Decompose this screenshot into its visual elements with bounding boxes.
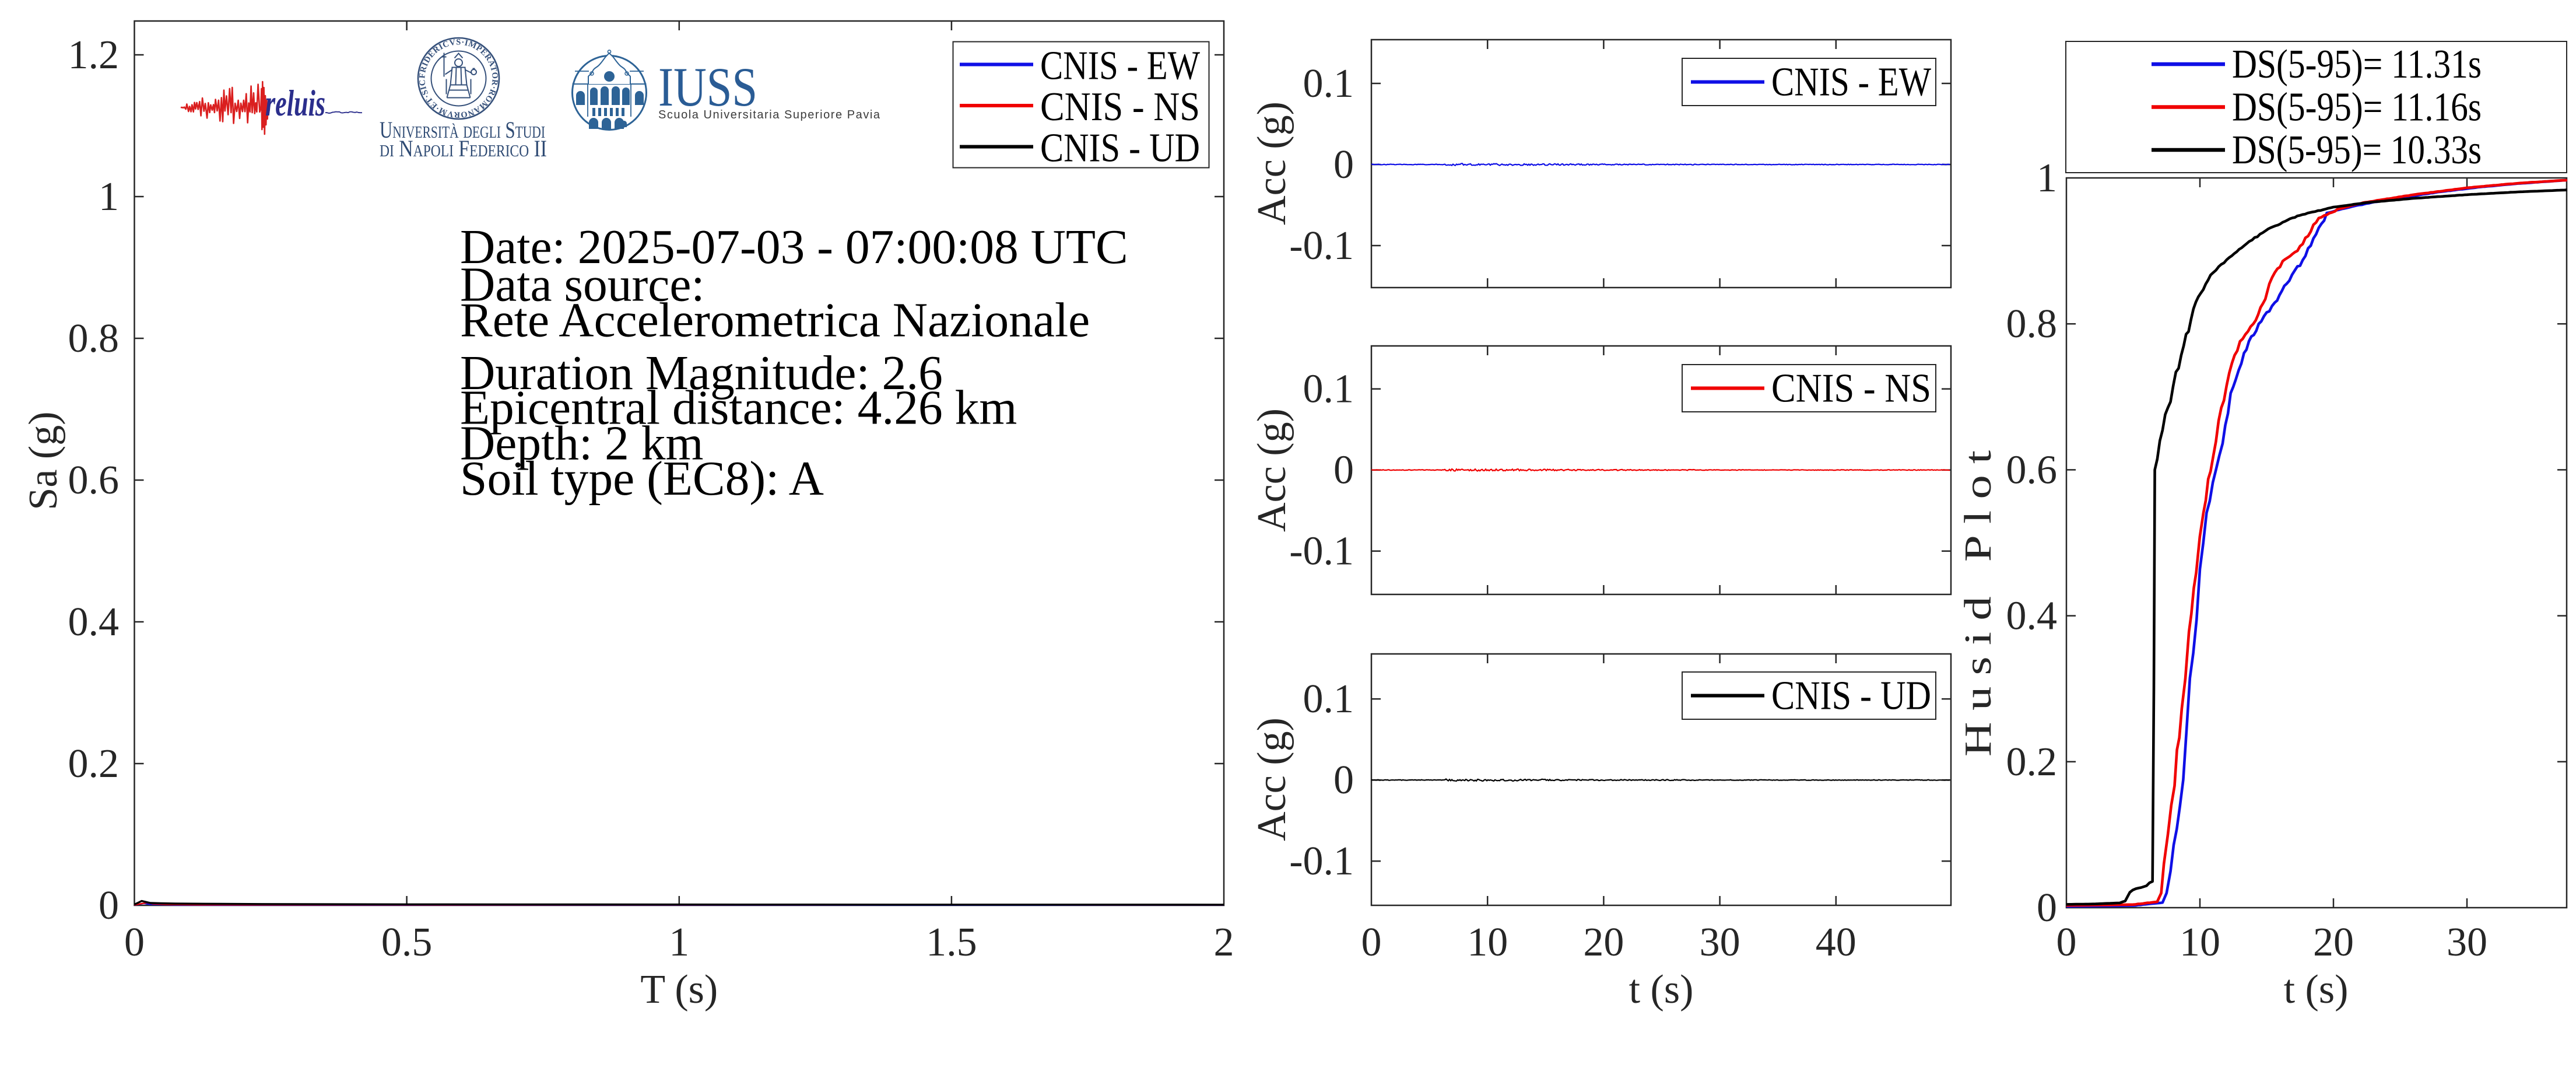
svg-text:0.2: 0.2 — [2006, 740, 2058, 785]
svg-text:IUSS: IUSS — [658, 56, 757, 118]
svg-text:t (s): t (s) — [1629, 967, 1694, 1012]
svg-text:Soil type (EC8): A: Soil type (EC8): A — [460, 452, 824, 506]
svg-text:1: 1 — [669, 920, 689, 965]
svg-text:40: 40 — [1816, 920, 1856, 965]
svg-text:di Napoli Federico II: di Napoli Federico II — [380, 135, 547, 162]
svg-text:Date: 2025-07-03 - 07:00:08 UT: Date: 2025-07-03 - 07:00:08 UTC — [460, 220, 1128, 274]
svg-text:Rete Accelerometrica Nazionale: Rete Accelerometrica Nazionale — [460, 294, 1090, 348]
svg-text:Sa (g): Sa (g) — [21, 411, 66, 510]
svg-text:t (s): t (s) — [2284, 967, 2349, 1012]
svg-text:-0.1: -0.1 — [1289, 839, 1354, 884]
svg-text:Scuola Universitaria Superiore: Scuola Universitaria Superiore Pavia — [658, 108, 880, 121]
svg-text:0.4: 0.4 — [2006, 594, 2058, 639]
svg-text:0.4: 0.4 — [68, 600, 120, 645]
svg-text:0: 0 — [1333, 758, 1354, 803]
svg-text:0.1: 0.1 — [1303, 61, 1354, 106]
svg-text:DS(5-95)= 11.31s: DS(5-95)= 11.31s — [2232, 42, 2482, 87]
svg-text:Husid Plot: Husid Plot — [1957, 439, 1999, 757]
svg-text:Depth: 2 km: Depth: 2 km — [460, 416, 703, 470]
svg-text:DS(5-95)= 10.33s: DS(5-95)= 10.33s — [2232, 128, 2482, 173]
svg-text:30: 30 — [1700, 920, 1740, 965]
svg-text:2: 2 — [1214, 920, 1234, 965]
svg-text:10: 10 — [1467, 920, 1508, 965]
svg-text:Acc (g): Acc (g) — [1250, 718, 1294, 841]
svg-text:0: 0 — [1333, 448, 1354, 493]
svg-text:CNIS - UD: CNIS - UD — [1771, 674, 1931, 719]
svg-text:-0.1: -0.1 — [1289, 223, 1354, 268]
svg-text:0.6: 0.6 — [2006, 447, 2058, 492]
svg-text:1: 1 — [2037, 156, 2057, 201]
svg-text:Duration Magnitude: 2.6: Duration Magnitude: 2.6 — [460, 346, 943, 400]
svg-text:DS(5-95)= 11.16s: DS(5-95)= 11.16s — [2232, 85, 2482, 130]
svg-text:Data source:: Data source: — [460, 258, 705, 312]
svg-text:0: 0 — [99, 883, 119, 928]
svg-text:1: 1 — [99, 174, 119, 219]
svg-text:1.2: 1.2 — [68, 33, 120, 78]
svg-text:CNIS - UD: CNIS - UD — [1040, 126, 1200, 171]
svg-text:CNIS - EW: CNIS - EW — [1771, 60, 1931, 105]
svg-text:T (s): T (s) — [640, 967, 718, 1012]
svg-text:0: 0 — [1361, 920, 1382, 965]
svg-text:0: 0 — [124, 920, 145, 965]
svg-text:1.5: 1.5 — [926, 920, 977, 965]
svg-text:30: 30 — [2447, 920, 2487, 965]
svg-text:10: 10 — [2180, 920, 2220, 965]
svg-text:Università degli Studi: Università degli Studi — [380, 117, 545, 143]
svg-text:CNIS - NS: CNIS - NS — [1771, 366, 1931, 411]
svg-text:-0.1: -0.1 — [1289, 529, 1354, 574]
svg-text:Acc (g): Acc (g) — [1250, 102, 1294, 225]
svg-text:CNIS - EW: CNIS - EW — [1040, 44, 1200, 89]
svg-text:0.1: 0.1 — [1303, 367, 1354, 412]
svg-text:Epicentral distance: 4.26 km: Epicentral distance: 4.26 km — [460, 382, 1017, 435]
svg-text:0.8: 0.8 — [68, 316, 120, 361]
svg-text:0.5: 0.5 — [381, 920, 433, 965]
svg-text:0: 0 — [2056, 920, 2077, 965]
svg-text:reluis: reluis — [265, 82, 325, 124]
svg-text:Acc (g): Acc (g) — [1250, 408, 1294, 532]
svg-text:CNIS - NS: CNIS - NS — [1040, 85, 1200, 130]
svg-text:0.2: 0.2 — [68, 741, 120, 786]
svg-text:0: 0 — [1333, 142, 1354, 187]
svg-text:20: 20 — [2313, 920, 2354, 965]
svg-text:20: 20 — [1583, 920, 1624, 965]
svg-text:0.1: 0.1 — [1303, 677, 1354, 722]
svg-text:0: 0 — [2037, 886, 2057, 930]
svg-text:0.8: 0.8 — [2006, 302, 2058, 346]
svg-text:0.6: 0.6 — [68, 458, 120, 503]
